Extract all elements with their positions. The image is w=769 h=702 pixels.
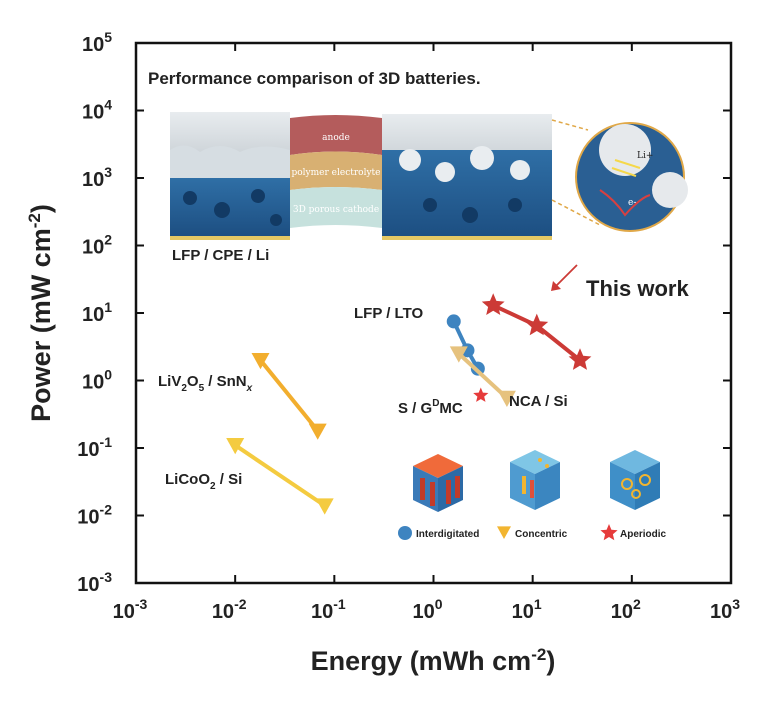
y-axis-title: Power (mW cm-2)	[25, 204, 56, 422]
x-axis-ticks: 10-3 10-2 10-1 100 101 102 103	[113, 43, 740, 623]
series-line-licoo2-si	[234, 443, 326, 508]
y-tick-label: 103	[82, 164, 112, 191]
x-tick-label: 102	[611, 596, 641, 623]
data-series	[226, 293, 592, 515]
legend-label-concentric: Concentric	[515, 529, 568, 540]
data-point-this-work	[481, 293, 505, 315]
inset-label-electrolyte: polymer electrolyte	[292, 168, 381, 178]
y-tick-label: 10-1	[77, 434, 112, 461]
inset-label-cathode: 3D porous cathode	[293, 205, 379, 215]
data-point-this-work	[568, 348, 592, 370]
series-line-nca-si	[457, 352, 509, 400]
y-tick-label: 101	[82, 299, 112, 326]
legend-marker-concentric	[497, 526, 511, 539]
x-tick-label: 10-1	[311, 596, 346, 623]
this-work-arrow-head	[551, 281, 561, 291]
legend-label-aperiodic: Aperiodic	[620, 529, 667, 540]
legend-label-interdigitated: Interdigitated	[416, 529, 479, 540]
label-lfp-cpe-li: LFP / CPE / Li	[172, 247, 269, 264]
y-tick-label: 104	[82, 97, 112, 124]
legend: Interdigitated Concentric Aperiodic	[398, 524, 667, 541]
this-work-arrow	[554, 264, 578, 288]
y-tick-label: 100	[82, 367, 112, 394]
inset-label-li-ion: Li+	[637, 151, 653, 161]
data-point-this-work	[525, 313, 549, 336]
battery-structure-illustration: anode polymer electrolyte 3D porous cath…	[170, 112, 688, 240]
label-nca-si: NCA / Si	[509, 393, 568, 410]
legend-marker-aperiodic	[600, 524, 618, 541]
aperiodic-architecture-icon	[610, 450, 660, 510]
data-point-lfp-lto	[446, 314, 461, 329]
x-tick-label: 100	[412, 596, 442, 623]
label-licoo2-si: LiCoO2 / Si	[165, 471, 242, 492]
label-lfp-lto: LFP / LTO	[354, 305, 424, 322]
label-this-work: This work	[586, 276, 689, 301]
legend-marker-interdigitated	[398, 526, 412, 540]
concentric-architecture-icon	[510, 450, 560, 510]
interdigitated-architecture-icon	[413, 454, 463, 512]
data-point-licoo2-si	[226, 438, 245, 455]
x-tick-label: 10-3	[113, 596, 148, 623]
data-point-liv2o5-snnx	[308, 423, 327, 440]
x-axis-title: Energy (mWh cm-2)	[311, 645, 556, 676]
y-tick-label: 10-3	[77, 569, 112, 596]
chart-title: Performance comparison of 3D batteries.	[148, 69, 481, 88]
x-tick-label: 10-2	[212, 596, 247, 623]
data-point-licoo2-si	[315, 498, 334, 515]
label-liv2o5-snnx: LiV2O5 / SnNx	[158, 373, 253, 394]
y-axis-ticks: 10-3 10-2 10-1 100 101 102 103 104 105	[77, 29, 731, 596]
data-point-s-gdmc	[473, 387, 489, 402]
inset-label-electron: e-	[628, 198, 636, 208]
label-s-gdmc: S / GDMC	[398, 398, 463, 417]
data-point-nca-si	[449, 346, 468, 363]
x-tick-label: 103	[710, 596, 740, 623]
data-point-nca-si	[497, 390, 516, 407]
data-point-liv2o5-snnx	[251, 353, 270, 370]
y-tick-label: 105	[82, 29, 112, 56]
y-tick-label: 10-2	[77, 502, 112, 529]
y-tick-label: 102	[82, 232, 112, 259]
x-tick-label: 101	[512, 596, 542, 623]
inset-label-anode: anode	[322, 133, 350, 143]
series-line-liv2o5-snnx	[258, 358, 320, 433]
